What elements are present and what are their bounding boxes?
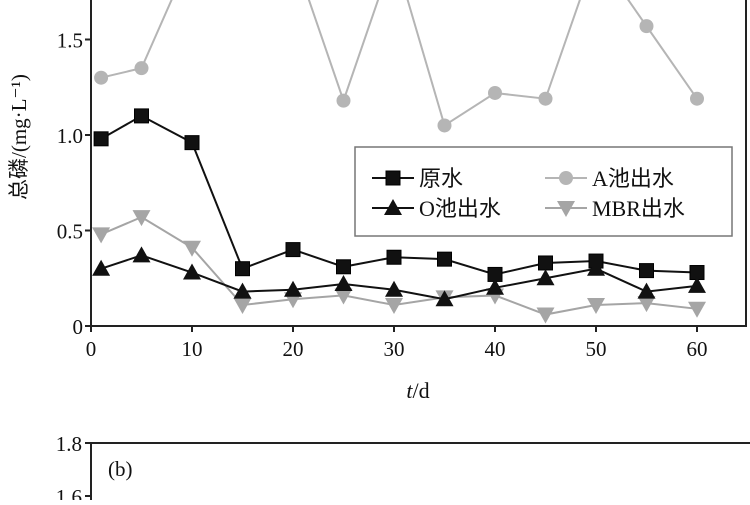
y-tick-label: 0: [73, 315, 84, 339]
data-point-triangle-down: [183, 240, 201, 257]
legend-label: 原水: [419, 166, 463, 191]
data-point-square: [285, 242, 301, 258]
data-point-triangle-down: [92, 227, 111, 244]
data-point-triangle-up: [587, 259, 605, 276]
panel-b-label: (b): [108, 457, 133, 481]
data-point-triangle-down: [233, 297, 252, 314]
data-point-triangle-up: [334, 274, 353, 291]
data-point-triangle-up: [284, 280, 302, 297]
series-group: [92, 0, 706, 324]
data-point-triangle-down: [587, 297, 605, 314]
plot-frame-b: [90, 442, 750, 500]
data-point-square: [184, 135, 200, 151]
x-tick-label: 20: [283, 337, 304, 361]
data-point-circle: [437, 118, 452, 133]
data-point-circle: [94, 70, 109, 85]
data-point-triangle-down: [334, 288, 353, 305]
data-point-circle: [690, 91, 704, 106]
data-point-triangle-up: [384, 199, 402, 215]
data-point-triangle-down: [637, 296, 656, 313]
data-point-triangle-down: [132, 210, 151, 227]
x-tick-label: 10: [182, 337, 203, 361]
x-tick-label: 30: [384, 337, 405, 361]
data-point-triangle-up: [435, 290, 454, 307]
data-point-square: [639, 263, 654, 279]
data-point-square: [538, 255, 553, 271]
plot-frame: [90, 0, 747, 327]
data-point-triangle-up: [385, 280, 403, 297]
series-line: [100, 0, 698, 128]
x-tick-label: 0: [86, 337, 97, 361]
data-point-triangle-up: [183, 263, 201, 280]
data-point-triangle-up: [233, 282, 252, 299]
data-point-square: [134, 108, 149, 124]
y-tick-label: 0.5: [57, 220, 83, 244]
data-point-circle: [559, 171, 573, 185]
data-point-triangle-down: [385, 297, 403, 314]
y-axis-label: 总磷/(mg·L⁻¹): [7, 74, 31, 200]
data-point-triangle-down: [557, 201, 575, 217]
data-point-triangle-down: [536, 307, 555, 324]
data-point-circle: [134, 61, 149, 76]
data-point-triangle-up: [132, 246, 151, 263]
y-tick-label: 1.0: [57, 124, 83, 148]
legend-label: A池出水: [592, 166, 674, 191]
data-point-triangle-down: [688, 301, 706, 318]
data-point-circle: [488, 85, 502, 100]
data-point-square: [336, 259, 351, 275]
data-point-circle: [538, 91, 553, 106]
data-point-square: [235, 261, 250, 277]
x-tick-label: 60: [687, 337, 708, 361]
data-point-square: [437, 251, 452, 267]
legend-box: [354, 146, 733, 237]
legend-label: O池出水: [419, 196, 501, 221]
data-point-square: [93, 131, 109, 147]
data-point-triangle-up: [637, 282, 656, 299]
data-point-triangle-up: [92, 259, 111, 276]
data-point-triangle-up: [536, 269, 555, 286]
x-tick-label: 40: [485, 337, 506, 361]
data-point-circle: [639, 19, 654, 34]
y-tick-label: 1.6: [56, 485, 82, 500]
data-point-square: [386, 249, 402, 265]
x-tick-label: 50: [586, 337, 607, 361]
x-axis-label: t/d: [406, 378, 429, 403]
data-point-circle: [336, 93, 351, 108]
y-tick-label: 1.8: [56, 432, 82, 456]
data-point-triangle-up: [486, 278, 504, 295]
y-tick-label: 1.5: [57, 29, 83, 53]
panel-b: 1.8 1.6: [56, 432, 750, 505]
data-point-triangle-up: [688, 276, 706, 293]
panel-a: 0 10 20 30 40 50 60 0 0.5 1.0 1.5: [57, 0, 747, 361]
data-point-square: [385, 170, 401, 186]
legend-label: MBR出水: [592, 196, 685, 221]
legend: 原水 A池出水 O池出水 MBR出水: [354, 146, 733, 237]
